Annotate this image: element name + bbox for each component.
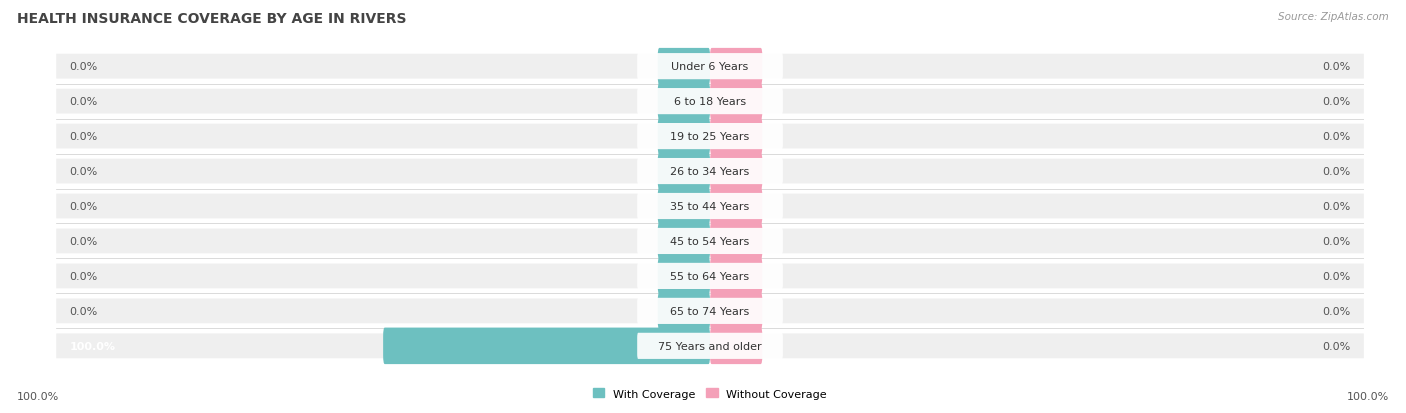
FancyBboxPatch shape <box>658 258 710 294</box>
Text: Under 6 Years: Under 6 Years <box>672 62 748 72</box>
FancyBboxPatch shape <box>637 333 783 359</box>
Text: 0.0%: 0.0% <box>69 132 97 142</box>
Text: 0.0%: 0.0% <box>69 62 97 72</box>
FancyBboxPatch shape <box>637 54 783 80</box>
FancyBboxPatch shape <box>637 263 783 289</box>
FancyBboxPatch shape <box>710 153 762 190</box>
FancyBboxPatch shape <box>710 258 762 294</box>
Text: 0.0%: 0.0% <box>69 236 97 247</box>
Text: Source: ZipAtlas.com: Source: ZipAtlas.com <box>1278 12 1389 22</box>
Text: 0.0%: 0.0% <box>69 202 97 211</box>
Text: 0.0%: 0.0% <box>69 306 97 316</box>
Text: 0.0%: 0.0% <box>69 166 97 177</box>
Text: 0.0%: 0.0% <box>1323 62 1351 72</box>
Text: 0.0%: 0.0% <box>1323 236 1351 247</box>
Text: 0.0%: 0.0% <box>1323 202 1351 211</box>
Legend: With Coverage, Without Coverage: With Coverage, Without Coverage <box>593 389 827 399</box>
FancyBboxPatch shape <box>56 229 1364 254</box>
Text: 0.0%: 0.0% <box>1323 97 1351 107</box>
Text: 6 to 18 Years: 6 to 18 Years <box>673 97 747 107</box>
FancyBboxPatch shape <box>658 293 710 329</box>
FancyBboxPatch shape <box>710 328 762 364</box>
FancyBboxPatch shape <box>637 298 783 324</box>
FancyBboxPatch shape <box>710 84 762 120</box>
FancyBboxPatch shape <box>658 49 710 85</box>
Text: 35 to 44 Years: 35 to 44 Years <box>671 202 749 211</box>
Text: 0.0%: 0.0% <box>69 271 97 281</box>
Text: 0.0%: 0.0% <box>1323 132 1351 142</box>
Text: 75 Years and older: 75 Years and older <box>658 341 762 351</box>
FancyBboxPatch shape <box>56 334 1364 358</box>
Text: 55 to 64 Years: 55 to 64 Years <box>671 271 749 281</box>
FancyBboxPatch shape <box>637 159 783 185</box>
FancyBboxPatch shape <box>56 90 1364 114</box>
Text: 100.0%: 100.0% <box>69 341 115 351</box>
FancyBboxPatch shape <box>637 228 783 254</box>
FancyBboxPatch shape <box>658 223 710 260</box>
Text: 45 to 54 Years: 45 to 54 Years <box>671 236 749 247</box>
FancyBboxPatch shape <box>56 299 1364 323</box>
Text: HEALTH INSURANCE COVERAGE BY AGE IN RIVERS: HEALTH INSURANCE COVERAGE BY AGE IN RIVE… <box>17 12 406 26</box>
FancyBboxPatch shape <box>56 194 1364 219</box>
Text: 100.0%: 100.0% <box>17 391 59 401</box>
FancyBboxPatch shape <box>710 49 762 85</box>
Text: 26 to 34 Years: 26 to 34 Years <box>671 166 749 177</box>
FancyBboxPatch shape <box>658 84 710 120</box>
Text: 100.0%: 100.0% <box>1347 391 1389 401</box>
FancyBboxPatch shape <box>56 264 1364 289</box>
FancyBboxPatch shape <box>382 328 710 364</box>
Text: 0.0%: 0.0% <box>1323 306 1351 316</box>
Text: 0.0%: 0.0% <box>1323 341 1351 351</box>
FancyBboxPatch shape <box>637 89 783 115</box>
FancyBboxPatch shape <box>637 193 783 220</box>
Text: 19 to 25 Years: 19 to 25 Years <box>671 132 749 142</box>
Text: 0.0%: 0.0% <box>69 97 97 107</box>
FancyBboxPatch shape <box>56 124 1364 149</box>
FancyBboxPatch shape <box>658 153 710 190</box>
FancyBboxPatch shape <box>637 124 783 150</box>
Text: 0.0%: 0.0% <box>1323 271 1351 281</box>
FancyBboxPatch shape <box>710 119 762 155</box>
FancyBboxPatch shape <box>56 159 1364 184</box>
Text: 0.0%: 0.0% <box>1323 166 1351 177</box>
FancyBboxPatch shape <box>658 119 710 155</box>
FancyBboxPatch shape <box>710 293 762 329</box>
Text: 65 to 74 Years: 65 to 74 Years <box>671 306 749 316</box>
FancyBboxPatch shape <box>710 223 762 260</box>
FancyBboxPatch shape <box>710 188 762 225</box>
FancyBboxPatch shape <box>658 188 710 225</box>
FancyBboxPatch shape <box>56 55 1364 79</box>
